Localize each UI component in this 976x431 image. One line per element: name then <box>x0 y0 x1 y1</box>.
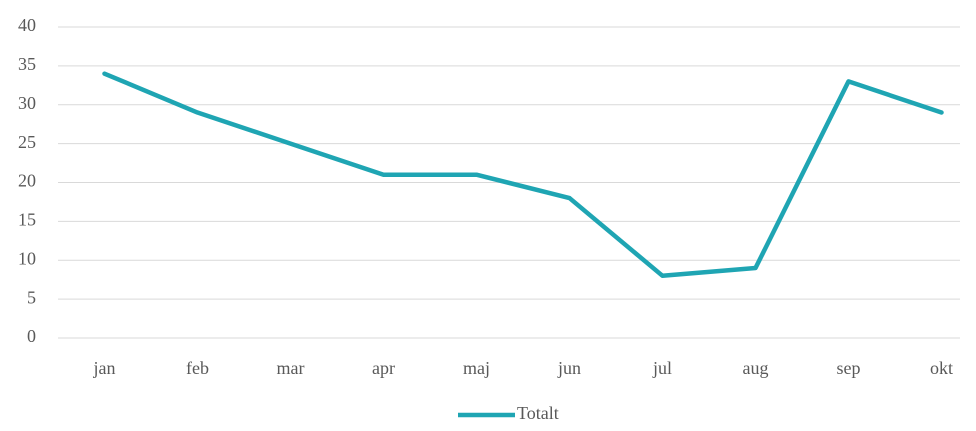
x-tick-label: maj <box>463 358 490 378</box>
y-tick-label: 5 <box>27 287 36 307</box>
x-tick-label: jul <box>652 358 672 378</box>
y-tick-label: 20 <box>18 171 36 191</box>
y-tick-label: 35 <box>18 54 36 74</box>
y-tick-label: 0 <box>27 326 36 346</box>
y-tick-label: 40 <box>18 15 36 35</box>
x-tick-label: feb <box>186 358 209 378</box>
y-tick-label: 15 <box>18 210 36 230</box>
data-line <box>102 71 944 279</box>
y-tick-label: 25 <box>18 132 36 152</box>
legend-label: Totalt <box>517 403 559 423</box>
x-tick-label: aug <box>743 358 769 378</box>
x-tick-label: apr <box>372 358 395 378</box>
x-tick-label: jan <box>93 358 116 378</box>
x-tick-label: sep <box>837 358 861 378</box>
x-tick-label: jun <box>557 358 581 378</box>
x-tick-label: okt <box>930 358 953 378</box>
y-tick-label: 30 <box>18 93 36 113</box>
y-tick-label: 10 <box>18 248 36 268</box>
x-tick-label: mar <box>277 358 305 378</box>
